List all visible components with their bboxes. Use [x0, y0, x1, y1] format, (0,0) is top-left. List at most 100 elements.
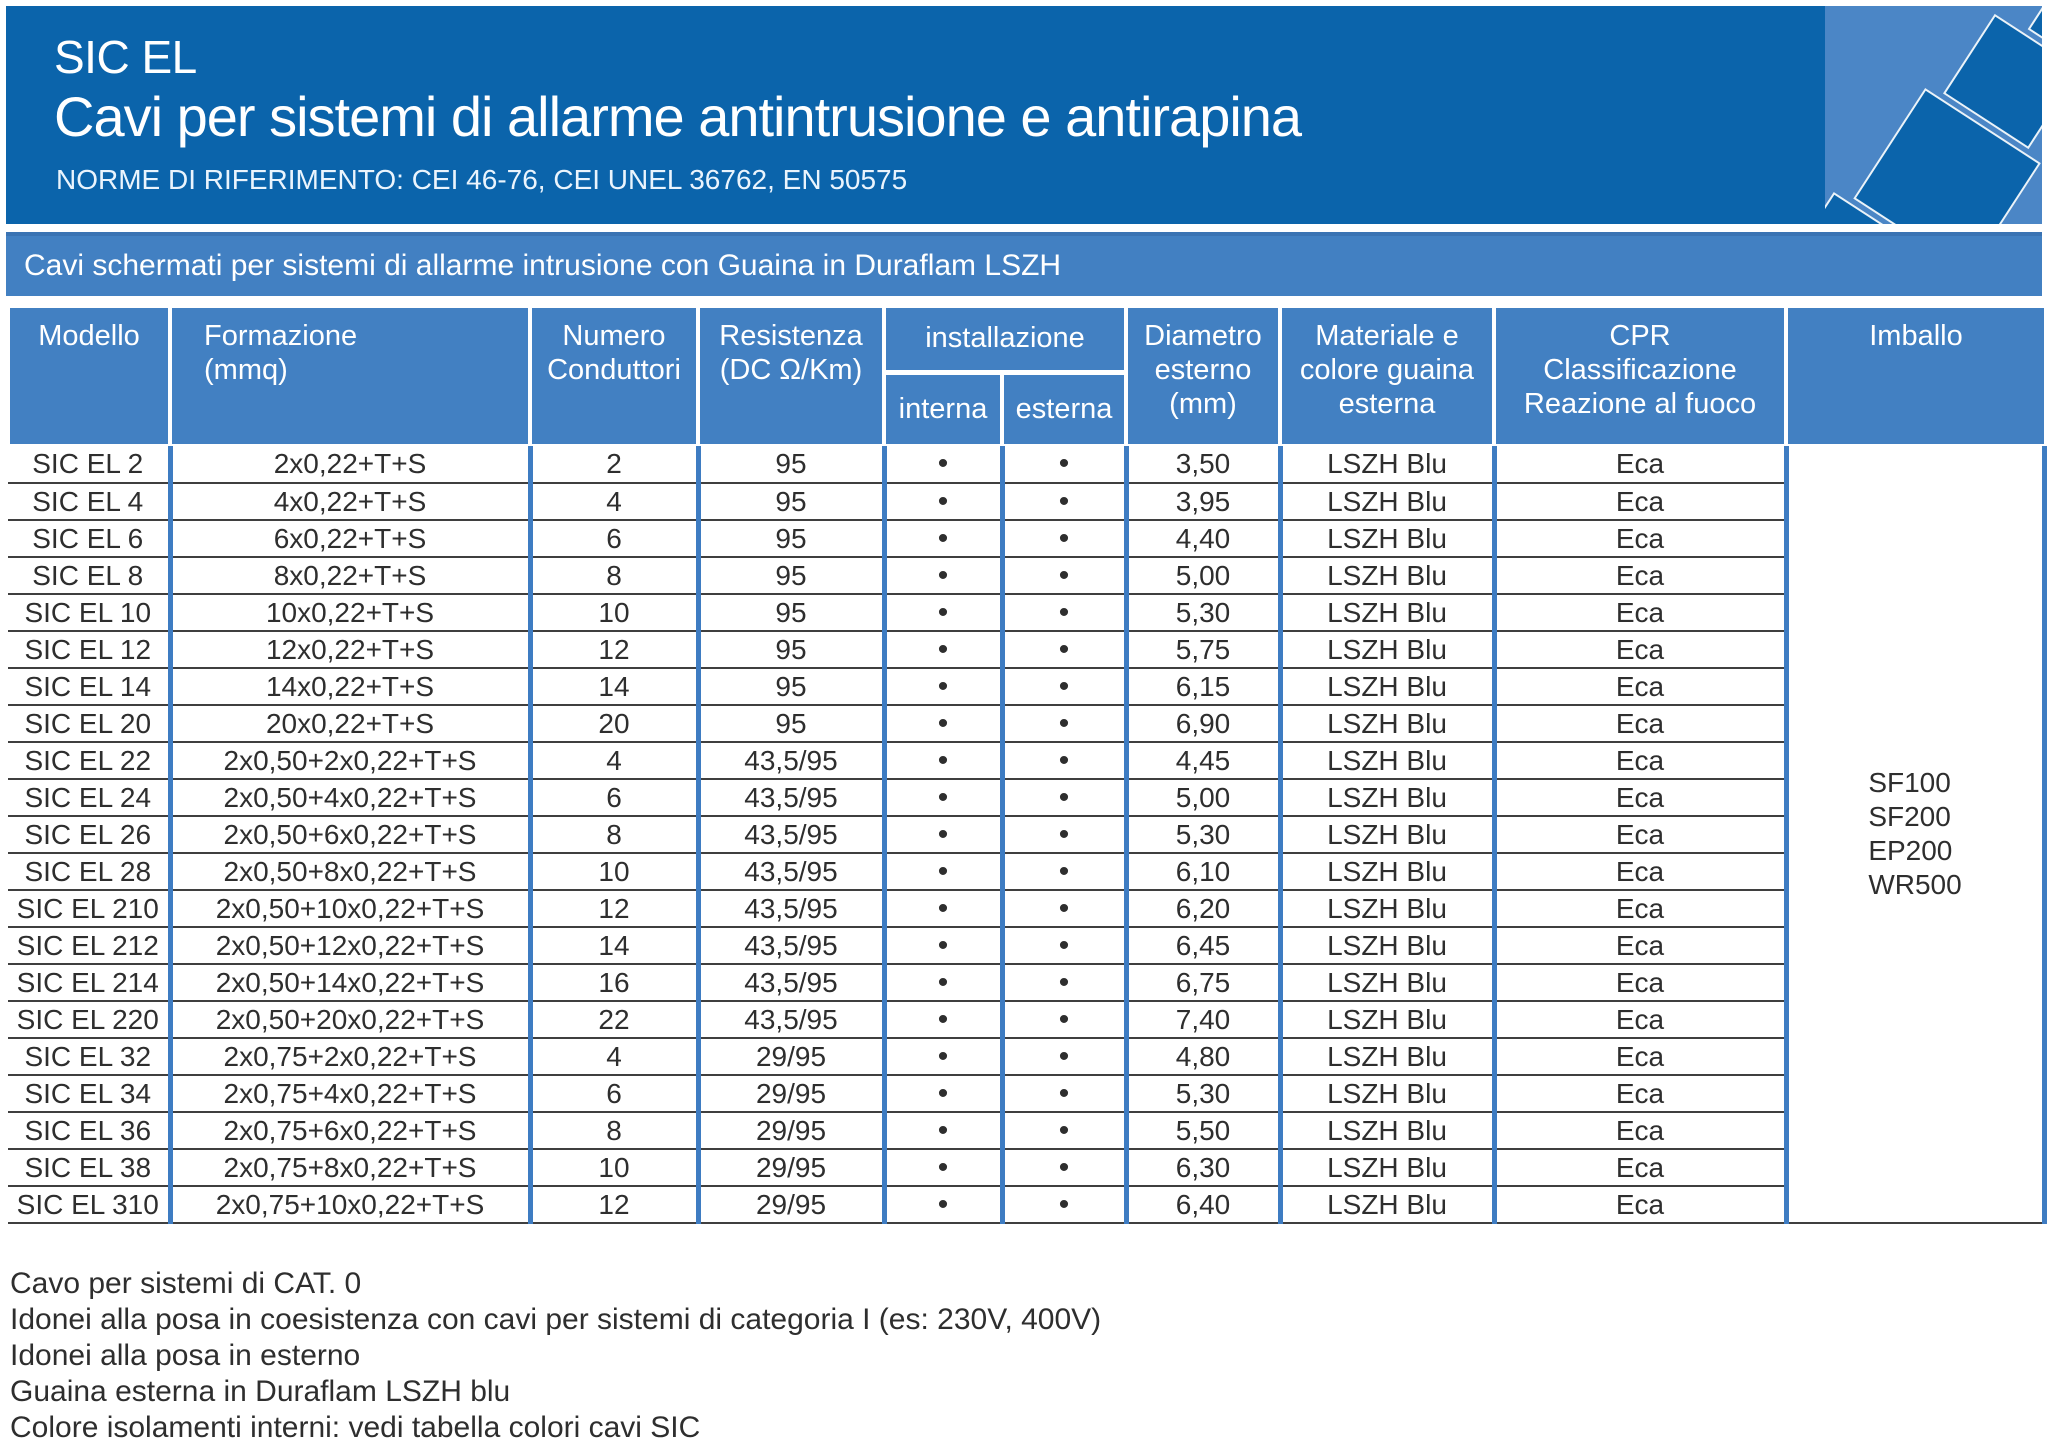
cell-materiale: LSZH Blu — [1277, 520, 1494, 558]
cable-icon — [1825, 6, 2042, 224]
cell-cpr: Eca — [1491, 1149, 1786, 1187]
cell-esterna: • — [999, 964, 1126, 1002]
cell-interna: • — [881, 853, 1002, 891]
cell-imballo: SF100 SF200 EP200 WR500 — [1783, 446, 2047, 1224]
cell-formazione: 2x0,50+4x0,22+T+S — [167, 779, 530, 817]
cell-resistenza: 43,5/95 — [695, 964, 884, 1002]
cell-modello: SIC EL 220 — [8, 1001, 170, 1039]
cell-conduttori: 2 — [527, 446, 698, 484]
cell-conduttori: 16 — [527, 964, 698, 1002]
cell-cpr: Eca — [1491, 668, 1786, 706]
imballo-options: SF100 SF200 EP200 WR500 — [1868, 766, 1962, 901]
cell-resistenza: 95 — [695, 705, 884, 743]
cell-modello: SIC EL 2 — [8, 446, 170, 484]
cell-resistenza: 29/95 — [695, 1038, 884, 1076]
cell-cpr: Eca — [1491, 742, 1786, 780]
cell-modello: SIC EL 34 — [8, 1075, 170, 1113]
note-line: Idonei alla posa in coesistenza con cavi… — [10, 1303, 1102, 1336]
cell-resistenza: 43,5/95 — [695, 853, 884, 891]
cell-esterna: • — [999, 594, 1126, 632]
cell-esterna: • — [999, 668, 1126, 706]
cell-resistenza: 95 — [695, 668, 884, 706]
cell-conduttori: 4 — [527, 1038, 698, 1076]
table-row: SIC EL 212 2x0,50+12x0,22+T+S 14 43,5/95 • • 6… — [8, 927, 2044, 965]
table-header: Modello Formazione (mmq) Numero Condutto… — [8, 308, 2044, 444]
cell-conduttori: 12 — [527, 1186, 698, 1224]
table-row: SIC EL 24 2x0,50+4x0,22+T+S 6 43,5/95 • • 5,00… — [8, 779, 2044, 817]
col-header-conduttori: Numero Conduttori — [532, 308, 696, 444]
cell-modello: SIC EL 26 — [8, 816, 170, 854]
cell-esterna: • — [999, 520, 1126, 558]
col-header-modello: Modello — [10, 308, 168, 444]
table-row: SIC EL 26 2x0,50+6x0,22+T+S 8 43,5/95 • • 5,30… — [8, 816, 2044, 854]
table-row: SIC EL 4 4x0,22+T+S 4 95 • • 3,95 LSZH Blu Eca — [8, 483, 2044, 521]
cell-diametro: 5,30 — [1123, 1075, 1280, 1113]
cell-modello: SIC EL 214 — [8, 964, 170, 1002]
cell-modello: SIC EL 14 — [8, 668, 170, 706]
cell-materiale: LSZH Blu — [1277, 927, 1494, 965]
cell-resistenza: 95 — [695, 446, 884, 484]
col-header-resistenza: Resistenza (DC Ω/Km) — [700, 308, 882, 444]
table-row: SIC EL 12 12x0,22+T+S 12 95 • • 5,75 LSZH Blu Ec… — [8, 631, 2044, 669]
cell-cpr: Eca — [1491, 557, 1786, 595]
cell-diametro: 7,40 — [1123, 1001, 1280, 1039]
cell-resistenza: 43,5/95 — [695, 1001, 884, 1039]
cell-interna: • — [881, 890, 1002, 928]
cell-esterna: • — [999, 631, 1126, 669]
note-line: Cavo per sistemi di CAT. 0 — [10, 1267, 362, 1300]
cell-conduttori: 8 — [527, 557, 698, 595]
table-row: SIC EL 2 2x0,22+T+S 2 95 • • 3,50 LSZH Blu Eca SF… — [8, 446, 2047, 1224]
cell-esterna: • — [999, 1075, 1126, 1113]
cell-modello: SIC EL 38 — [8, 1149, 170, 1187]
cell-conduttori: 4 — [527, 742, 698, 780]
col-header-installazione: installazione — [886, 308, 1124, 370]
cell-diametro: 6,10 — [1123, 853, 1280, 891]
cell-materiale: LSZH Blu — [1277, 1075, 1494, 1113]
cell-formazione: 2x0,75+4x0,22+T+S — [167, 1075, 530, 1113]
cell-esterna: • — [999, 446, 1126, 484]
cell-materiale: LSZH Blu — [1277, 779, 1494, 817]
cell-materiale: LSZH Blu — [1277, 557, 1494, 595]
table-row: SIC EL 10 10x0,22+T+S 10 95 • • 5,30 LSZH Blu Ec… — [8, 594, 2044, 632]
cell-modello: SIC EL 28 — [8, 853, 170, 891]
cell-interna: • — [881, 779, 1002, 817]
cell-materiale: LSZH Blu — [1277, 890, 1494, 928]
cell-interna: • — [881, 631, 1002, 669]
cell-modello: SIC EL 20 — [8, 705, 170, 743]
cell-conduttori: 8 — [527, 816, 698, 854]
col-header-esterna: esterna — [1004, 375, 1124, 444]
cell-modello: SIC EL 310 — [8, 1186, 170, 1224]
cell-modello: SIC EL 10 — [8, 594, 170, 632]
cell-cpr: Eca — [1491, 446, 1786, 484]
col-header-imballo: Imballo — [1788, 308, 2044, 444]
cell-modello: SIC EL 36 — [8, 1112, 170, 1150]
cell-interna: • — [881, 705, 1002, 743]
cell-resistenza: 95 — [695, 520, 884, 558]
cell-formazione: 20x0,22+T+S — [167, 705, 530, 743]
cell-cpr: Eca — [1491, 1001, 1786, 1039]
cell-conduttori: 10 — [527, 853, 698, 891]
cell-materiale: LSZH Blu — [1277, 483, 1494, 521]
cell-interna: • — [881, 668, 1002, 706]
cell-interna: • — [881, 927, 1002, 965]
cable-graphic — [1825, 6, 2042, 224]
col-header-diametro: Diametro esterno (mm) — [1128, 308, 1278, 444]
data-table: SIC EL 2 2x0,22+T+S 2 95 • • 3,50 LSZH Blu Eca SF… — [8, 446, 2047, 1224]
cell-diametro: 4,45 — [1123, 742, 1280, 780]
cell-modello: SIC EL 12 — [8, 631, 170, 669]
cell-resistenza: 43,5/95 — [695, 927, 884, 965]
cell-esterna: • — [999, 1001, 1126, 1039]
cell-interna: • — [881, 816, 1002, 854]
cell-formazione: 2x0,50+6x0,22+T+S — [167, 816, 530, 854]
cell-conduttori: 6 — [527, 520, 698, 558]
cell-interna: • — [881, 483, 1002, 521]
page-title: Cavi per sistemi di allarme antintrusion… — [54, 85, 1302, 148]
cell-interna: • — [881, 742, 1002, 780]
table-row: SIC EL 32 2x0,75+2x0,22+T+S 4 29/95 • • 4,80 LS… — [8, 1038, 2044, 1076]
cell-materiale: LSZH Blu — [1277, 1186, 1494, 1224]
cell-diametro: 6,20 — [1123, 890, 1280, 928]
cell-cpr: Eca — [1491, 705, 1786, 743]
cell-resistenza: 43,5/95 — [695, 816, 884, 854]
table-row: SIC EL 210 2x0,50+10x0,22+T+S 12 43,5/95 • • 6… — [8, 890, 2044, 928]
